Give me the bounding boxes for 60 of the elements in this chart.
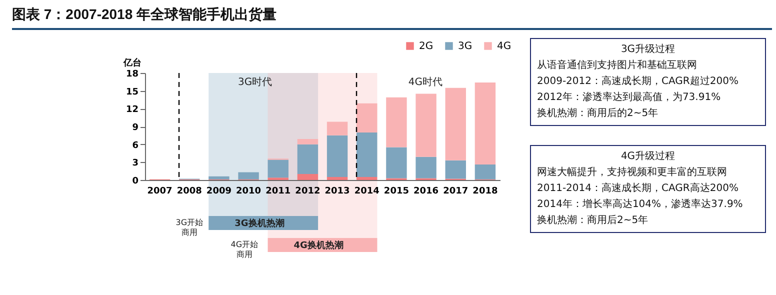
y-tick-label: 3 <box>132 158 138 169</box>
y-tick-label: 15 <box>126 87 138 98</box>
bar <box>238 172 259 180</box>
text: 网速大幅提升，支持视频和更丰富的互联网 <box>537 166 728 180</box>
text: 4G升级过程 <box>620 150 676 164</box>
bar <box>445 160 466 179</box>
bar <box>474 164 496 180</box>
bar <box>268 160 288 178</box>
text: 2012年：渗透率达到最高值，为73.91% <box>537 90 722 105</box>
bar <box>297 144 318 174</box>
x-tick-label: 2017 <box>443 186 468 196</box>
bar <box>326 135 348 178</box>
text: 2011-2014：高速成长期，CAGR高达200% <box>537 182 740 196</box>
bar <box>356 132 378 178</box>
x-tick-label: 2015 <box>384 186 409 196</box>
x-tick-label: 2011 <box>266 186 291 196</box>
text: 2009-2012：高速成长期，CAGR超过200% <box>537 74 740 89</box>
bar <box>356 177 378 180</box>
annotation: 4G时代 <box>408 76 443 88</box>
text: 从语音通信到支持图片和基础互联网 <box>537 58 698 73</box>
bar <box>326 122 348 136</box>
text: 3G开始商用 <box>176 218 204 237</box>
bar <box>297 138 318 144</box>
text: 4G开始商用 <box>230 240 258 259</box>
y-tick-label: 9 <box>132 123 138 133</box>
band-label: 3G换机热潮 <box>234 218 284 229</box>
text: 2014年：增长率高达104%，渗透率达37.9% <box>537 198 744 212</box>
y-tick-label: 12 <box>126 105 138 116</box>
bar <box>208 176 230 180</box>
x-tick-label: 2007 <box>147 186 172 196</box>
bar <box>416 94 436 157</box>
legend-label: 3G <box>458 41 472 52</box>
band-label: 4G换机热潮 <box>294 240 344 251</box>
bar <box>416 156 436 178</box>
x-tick-label: 2016 <box>414 186 439 196</box>
x-tick-label: 2014 <box>354 186 380 196</box>
bar <box>445 88 466 160</box>
text: 换机热潮：商用后2~5年 <box>537 214 650 228</box>
x-tick-label: 2013 <box>324 186 350 196</box>
annotation: 3G时代 <box>238 76 272 88</box>
text: 换机热潮：商用后的2~5年 <box>537 106 660 121</box>
y-axis-title: 亿台 <box>122 58 142 68</box>
bar <box>386 97 407 148</box>
y-tick-label: 18 <box>126 70 138 80</box>
y-tick-label: 6 <box>132 140 138 151</box>
x-tick-label: 2018 <box>472 186 498 196</box>
bar <box>474 82 496 165</box>
bar <box>326 177 348 180</box>
x-tick-label: 2009 <box>206 186 232 196</box>
x-tick-label: 2008 <box>176 186 202 196</box>
chart-title: 图表 7：2007-2018 年全球智能手机出货量 <box>12 6 772 30</box>
bar <box>386 147 407 178</box>
y-tick-label: 0 <box>132 176 138 186</box>
bar <box>356 103 378 132</box>
bar <box>297 174 318 180</box>
x-tick-label: 2010 <box>236 186 262 196</box>
text: 3G升级过程 <box>620 42 676 57</box>
legend-label: 4G <box>497 41 512 52</box>
x-tick-label: 2012 <box>295 186 320 196</box>
legend-label: 2G <box>419 41 434 52</box>
